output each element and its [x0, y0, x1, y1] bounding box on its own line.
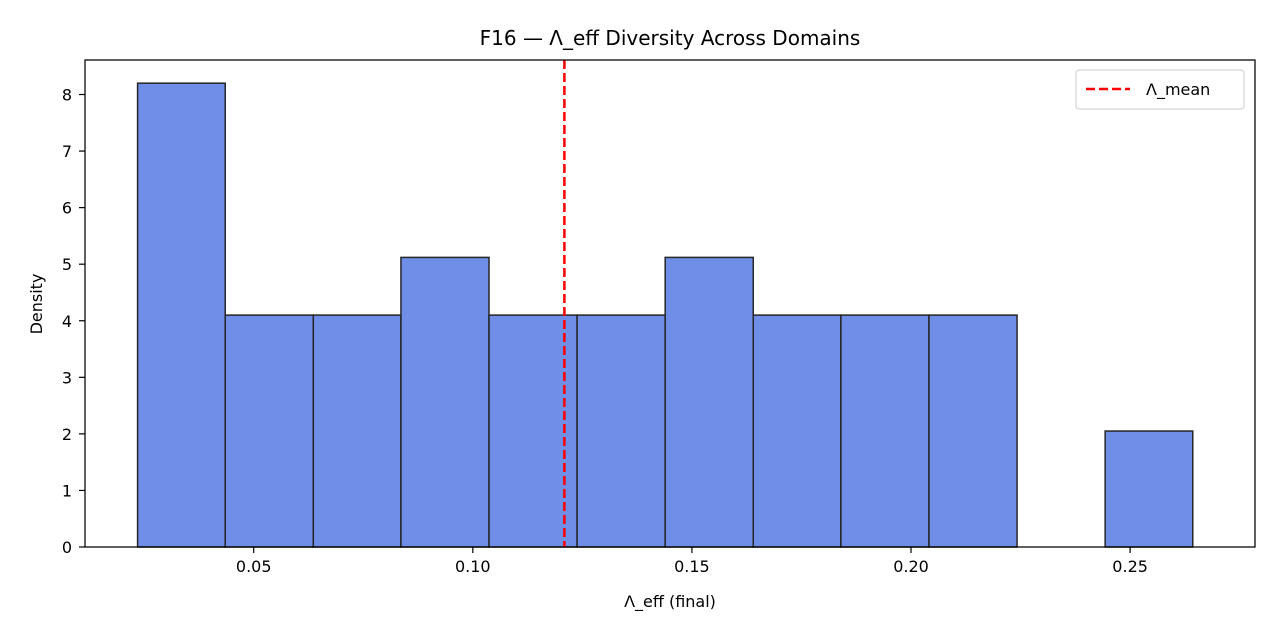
x-tick-label-2: 0.15 — [674, 557, 710, 576]
chart-title: F16 — Λ_eff Diversity Across Domains — [480, 26, 861, 50]
y-tick-label-0: 0 — [62, 538, 72, 557]
histogram-bar-11 — [1104, 430, 1194, 548]
x-tick-label-4: 0.25 — [1112, 557, 1148, 576]
histogram-bar-3 — [400, 256, 490, 548]
y-tick-label-6: 6 — [62, 199, 72, 218]
histogram-bar-7 — [752, 314, 842, 548]
legend-box — [1075, 69, 1245, 110]
y-tick-label-3: 3 — [62, 368, 72, 387]
y-tick-label-2: 2 — [62, 425, 72, 444]
x-tick-label-1: 0.10 — [455, 557, 491, 576]
x-tick-label-0: 0.05 — [236, 557, 272, 576]
x-axis-ticks: 0.05 0.10 0.15 0.20 0.25 — [236, 547, 1148, 576]
histogram-bar-6 — [664, 256, 755, 548]
histogram-bar-8 — [840, 314, 930, 548]
histogram-bar-0 — [136, 82, 226, 548]
legend-mean-label: Λ_mean — [1146, 80, 1210, 100]
histogram-bar-1 — [224, 314, 315, 548]
y-axis-label: Density — [27, 274, 46, 335]
y-tick-label-8: 8 — [62, 86, 72, 105]
histogram-bar-9 — [928, 314, 1018, 548]
bars-layer — [136, 82, 1194, 548]
histogram-bar-4 — [488, 314, 578, 548]
y-tick-label-1: 1 — [62, 481, 72, 500]
x-axis-label: Λ_eff (final) — [624, 592, 716, 612]
histogram-bar-5 — [576, 314, 666, 548]
y-axis-ticks: 0 1 2 3 4 5 6 7 8 — [62, 86, 85, 557]
y-tick-label-5: 5 — [62, 255, 72, 274]
histogram-bar-2 — [312, 314, 402, 548]
x-tick-label-3: 0.20 — [893, 557, 929, 576]
y-tick-label-4: 4 — [62, 312, 72, 331]
plot-frame — [84, 59, 1256, 548]
legend: Λ_mean — [1075, 69, 1245, 110]
y-tick-label-7: 7 — [62, 142, 72, 161]
